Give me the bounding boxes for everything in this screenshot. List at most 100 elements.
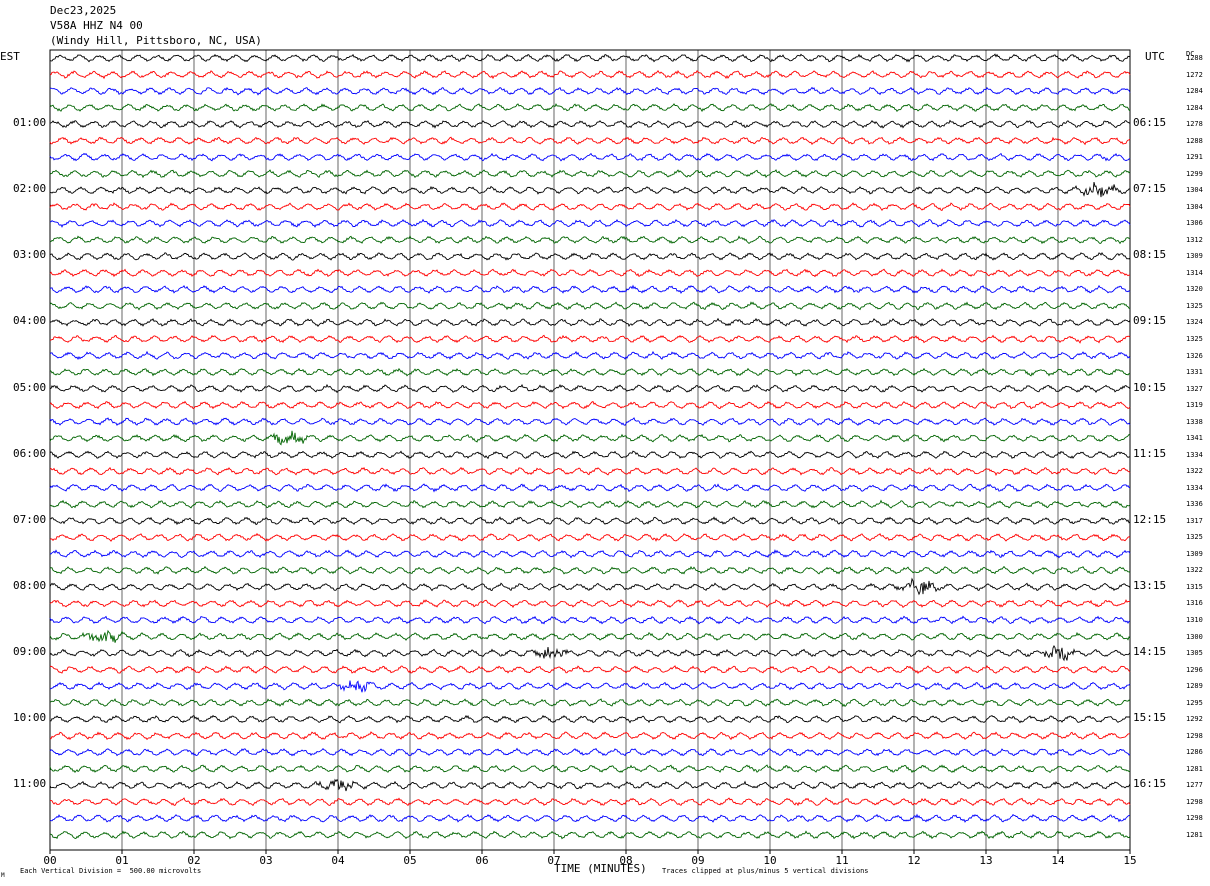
est-hour-label: 01:00: [13, 116, 47, 130]
scale-note: Each Vertical Division = 500.00 microvol…: [20, 867, 202, 875]
trace-line: [49, 53, 1131, 63]
utc-hour-label: 10:15: [1133, 380, 1167, 394]
x-axis-ticks: 00 01 02 03 04 05 06 07 08 09 10 11 12 13 14 15: [43, 850, 1137, 867]
dc-offset-label: 1304: [1186, 186, 1203, 195]
dc-offset-label: 1278: [1186, 120, 1203, 129]
dc-offset-label: 1338: [1186, 417, 1203, 426]
trace-line: [49, 317, 1131, 327]
x-tick-label: 12: [907, 854, 920, 867]
x-axis-title: TIME (MINUTES): [554, 862, 647, 875]
dc-offset-label: 1309: [1186, 549, 1203, 558]
dc-offset-label: 1309: [1186, 252, 1203, 261]
trace-line: [49, 615, 1131, 625]
utc-hour-label: 16:15: [1133, 777, 1167, 791]
clip-note: Traces clipped at plus/minus 5 vertical …: [662, 867, 869, 875]
x-tick-label: 13: [979, 854, 992, 867]
x-tick-label: 03: [259, 854, 272, 867]
dc-offset-label: 1341: [1186, 434, 1203, 443]
trace-line: [49, 764, 1131, 774]
dc-offset-label: 1288: [1186, 54, 1203, 62]
trace-line: [49, 152, 1131, 162]
dc-offset-label: 1281: [1186, 764, 1203, 773]
dc-offset-label: 1322: [1186, 566, 1203, 575]
x-tick-label: 01: [115, 854, 128, 867]
dc-offset-label: 1305: [1186, 649, 1203, 658]
trace-line: [49, 218, 1131, 228]
trace-line: [49, 516, 1131, 526]
utc-hour-label: 13:15: [1133, 578, 1167, 592]
x-tick-label: 04: [331, 854, 345, 867]
x-tick-label: 05: [403, 854, 416, 867]
est-hour-label: 03:00: [13, 248, 47, 262]
trace-line: [49, 665, 1131, 675]
trace-line: [49, 69, 1131, 80]
dc-offset-label: 1288: [1186, 136, 1203, 145]
trace-line: [49, 644, 1131, 662]
trace-line: [49, 334, 1131, 344]
trace-line: [49, 629, 1131, 643]
right-axis-label: UTC: [1145, 50, 1165, 63]
dc-offset-label: 1326: [1186, 351, 1203, 360]
utc-hour-label: 11:15: [1133, 446, 1167, 460]
trace-line: [49, 301, 1131, 311]
est-hour-label: 02:00: [13, 182, 47, 196]
trace-line: [49, 450, 1131, 460]
plot-frame: [49, 49, 1131, 851]
trace-line: [49, 400, 1131, 410]
trace-line: [49, 284, 1131, 294]
dc-offset-label: 1306: [1186, 219, 1203, 228]
trace-line: [49, 731, 1130, 741]
trace-line: [49, 698, 1131, 707]
dc-offset-label: 1298: [1186, 731, 1203, 740]
trace-line: [49, 119, 1131, 129]
dc-offset-label: 1325: [1186, 335, 1203, 343]
x-tick-label: 06: [475, 854, 488, 867]
trace-line: [49, 532, 1131, 542]
dc-offset-label: 1331: [1186, 368, 1203, 377]
dc-offset-label: 1284: [1186, 87, 1203, 96]
dc-offset-label: 1317: [1186, 516, 1203, 525]
est-hour-label: 11:00: [13, 777, 47, 791]
utc-hour-label: 09:15: [1133, 314, 1167, 328]
dc-offset-label: 1272: [1186, 70, 1203, 79]
trace-line: [49, 830, 1131, 840]
dc-offset-label: 1315: [1186, 582, 1203, 591]
header-station: V58A HHZ N4 00: [50, 19, 143, 32]
trace-line: [49, 169, 1131, 179]
utc-hour-label: 12:15: [1133, 512, 1167, 526]
trace-line: [49, 466, 1131, 476]
dc-offset-label: 1310: [1186, 616, 1203, 625]
dc-offset-label: 1292: [1186, 715, 1203, 724]
x-tick-label: 10: [763, 854, 776, 867]
trace-line: [49, 680, 1131, 693]
dc-offset-label: 1316: [1186, 599, 1203, 608]
x-tick-label: 02: [187, 854, 200, 867]
dc-offset-label: 1327: [1186, 384, 1203, 393]
dc-offset-label: 1296: [1186, 665, 1203, 674]
dc-offset-label: 1324: [1186, 318, 1203, 327]
header-location: (Windy Hill, Pittsboro, NC, USA): [50, 34, 262, 47]
utc-hour-label: 06:15: [1133, 116, 1167, 130]
est-hour-label: 06:00: [13, 446, 47, 460]
dc-offset-label: 1295: [1186, 698, 1203, 707]
dc-offset-label: 1300: [1186, 632, 1203, 641]
dc-offset-label: 1312: [1186, 235, 1203, 244]
dc-offset-label: 1299: [1186, 169, 1203, 178]
trace-line: [49, 350, 1131, 360]
header-date: Dec23,2025: [50, 4, 117, 17]
x-tick-label: 00: [43, 854, 56, 867]
trace-line: [49, 565, 1131, 575]
dc-offset-label: 1298: [1186, 814, 1203, 823]
trace-line: [49, 577, 1131, 596]
est-hour-label: 04:00: [13, 314, 47, 328]
trace-line: [49, 383, 1131, 394]
dc-offset-label: 1277: [1186, 781, 1203, 790]
dc-offset-label: 1325: [1186, 301, 1203, 310]
trace-line: [49, 483, 1131, 493]
dc-offset-label: 1336: [1186, 500, 1203, 509]
x-tick-label: 15: [1123, 854, 1136, 867]
x-tick-label: 14: [1051, 854, 1065, 867]
trace-line: [49, 235, 1131, 245]
dc-offset-label: 1289: [1186, 682, 1203, 691]
trace-line: [50, 181, 1130, 198]
